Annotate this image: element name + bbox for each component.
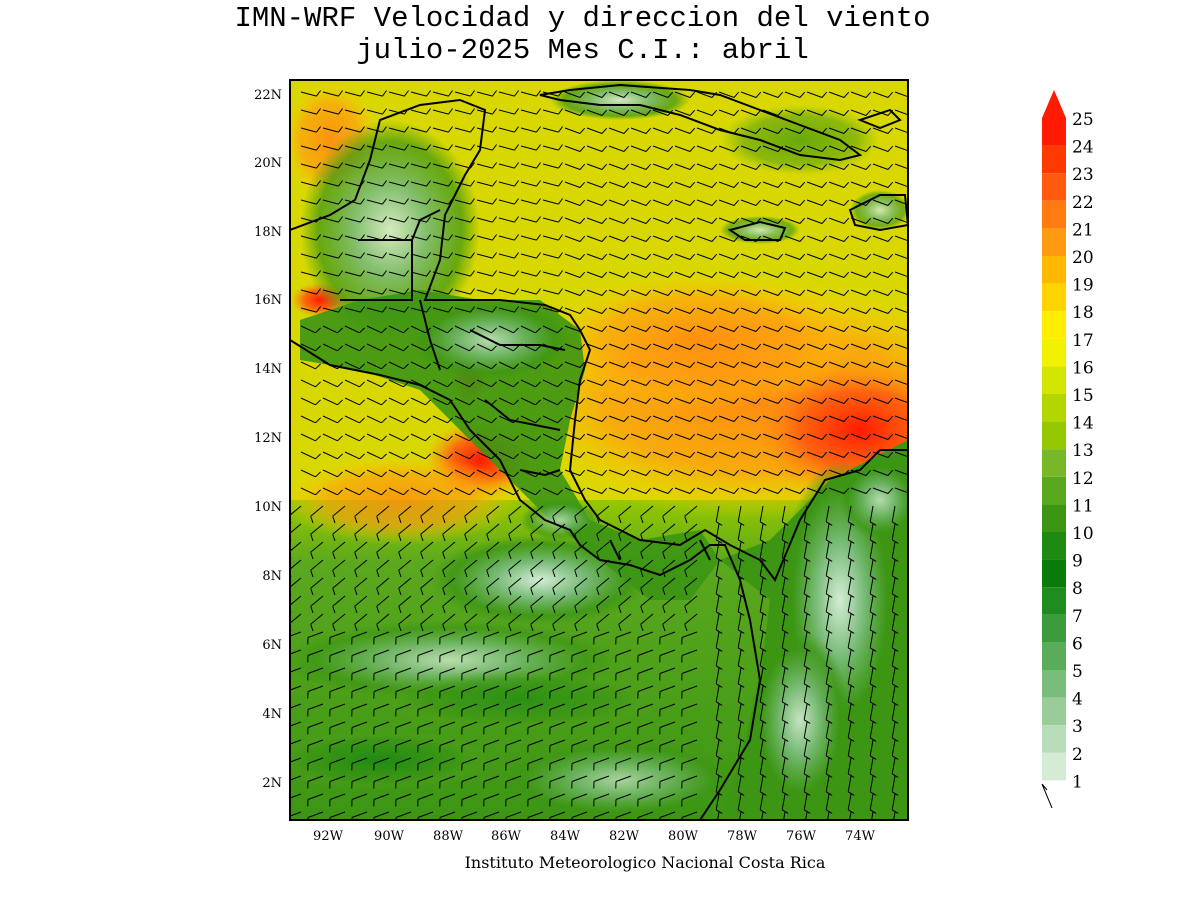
lon-tick-label: 88W [433,829,464,844]
colorbar-swatch [1042,311,1066,339]
credit-footer: Instituto Meteorologico Nacional Costa R… [464,853,826,872]
colorbar-swatch [1042,780,1066,808]
lat-tick-label: 2N [262,776,282,791]
lon-tick-label: 82W [609,829,640,844]
lon-tick-label: 90W [374,829,405,844]
lat-tick-label: 20N [254,156,282,171]
map-title-line1: IMN-WRF Velocidad y direccion del viento [234,2,931,35]
colorbar-label: 1 [1072,772,1083,792]
colorbar-label: 9 [1072,552,1083,572]
colorbar-label: 3 [1072,717,1083,737]
lon-axis: 92W 90W 88W 86W 84W 82W 80W 78W 76W 74W [313,829,876,844]
colorbar-label: 7 [1072,607,1083,627]
lat-tick-label: 22N [254,88,282,103]
colorbar-label: 19 [1072,276,1094,296]
colorbar: 2524232221201918171615141312111098765432… [1042,90,1094,808]
colorbar-label: 15 [1072,386,1094,406]
colorbar-label: 11 [1072,496,1094,516]
colorbar-label: 22 [1072,193,1094,213]
lon-tick-label: 80W [668,829,699,844]
lat-axis: 22N 20N 18N 16N 14N 12N 10N 8N 6N 4N 2N [254,88,282,791]
lat-tick-label: 6N [262,638,282,653]
colorbar-label: 16 [1072,358,1094,378]
colorbar-label: 4 [1072,690,1083,710]
colorbar-label: 10 [1072,524,1094,544]
lat-tick-label: 16N [254,293,282,308]
colorbar-label: 5 [1072,662,1083,682]
colorbar-swatch [1042,366,1066,394]
colorbar-label: 14 [1072,414,1094,434]
colorbar-swatch [1042,725,1066,753]
colorbar-swatch [1042,338,1066,367]
barb-paths [290,90,908,820]
colorbar-swatch [1042,532,1066,560]
colorbar-label: 8 [1072,579,1083,599]
colorbar-swatch [1042,559,1066,588]
lon-tick-label: 74W [845,829,876,844]
wind-barbs [290,90,908,820]
lat-tick-label: 4N [262,707,282,722]
colorbar-swatch [1042,145,1066,174]
lon-tick-label: 92W [313,829,344,844]
colorbar-label: 18 [1072,303,1094,323]
colorbar-swatch [1042,200,1066,229]
coastlines [290,83,908,820]
colorbar-swatch [1042,173,1066,201]
colorbar-max-arrow [1042,90,1066,118]
lon-tick-label: 76W [786,829,817,844]
colorbar-swatch [1042,256,1066,284]
lat-tick-label: 10N [254,500,282,515]
colorbar-swatch [1042,283,1066,312]
colorbar-label: 23 [1072,165,1094,185]
colorbar-swatch [1042,118,1066,146]
colorbar-label: 24 [1072,138,1094,158]
lat-tick-label: 18N [254,225,282,240]
legend-barb-icon [1041,783,1053,809]
map-frame [289,79,909,821]
colorbar-label: 20 [1072,248,1094,268]
colorbar-swatch [1042,752,1066,781]
colorbar-swatch [1042,228,1066,256]
map-title-line2: julio-2025 Mes C.I.: abril [356,34,809,67]
colorbar-swatch [1042,449,1066,477]
lat-tick-label: 12N [254,431,282,446]
colorbar-label: 17 [1072,331,1094,351]
colorbar-swatch [1042,697,1066,726]
colorbar-swatch [1042,587,1066,615]
lat-tick-label: 8N [262,569,282,584]
colorbar-label: 21 [1072,220,1094,240]
colorbar-swatch [1042,504,1066,532]
colorbar-label: 13 [1072,441,1094,461]
colorbar-label: 2 [1072,745,1083,765]
lat-tick-label: 14N [254,362,282,377]
colorbar-swatch [1042,642,1066,670]
lon-tick-label: 78W [727,829,758,844]
colorbar-label: 6 [1072,634,1083,654]
colorbar-swatch [1042,476,1066,505]
lon-tick-label: 86W [491,829,522,844]
lon-tick-label: 84W [550,829,581,844]
colorbar-swatch [1042,421,1066,450]
colorbar-label: 25 [1072,110,1094,130]
colorbar-swatch [1042,394,1066,422]
colorbar-swatch [1042,614,1066,643]
colorbar-swatch [1042,670,1066,698]
colorbar-label: 12 [1072,469,1094,489]
